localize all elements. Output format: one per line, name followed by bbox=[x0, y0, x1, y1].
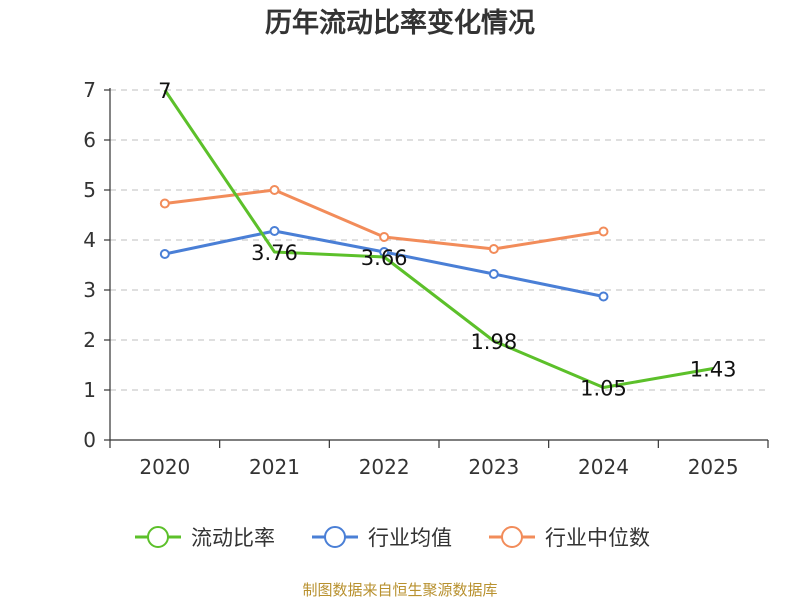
y-tick-label: 5 bbox=[83, 178, 96, 202]
x-tick-label: 2024 bbox=[578, 455, 629, 479]
source-note: 制图数据来自恒生聚源数据库 bbox=[302, 581, 497, 599]
data-label: 3.66 bbox=[361, 246, 408, 270]
y-tick-label: 2 bbox=[83, 328, 96, 352]
y-tick-label: 7 bbox=[83, 78, 96, 102]
grid bbox=[110, 89, 768, 391]
legend-item-0[interactable]: 流动比率 bbox=[135, 526, 275, 550]
series-point-2 bbox=[159, 198, 170, 209]
y-tick-label: 6 bbox=[83, 128, 96, 152]
axes: 0 1 2 3 4 5 6 7 2020 2021 2022 2023 2024 2025 bbox=[83, 78, 769, 479]
data-label: 3.76 bbox=[251, 241, 298, 265]
data-label: 1.98 bbox=[470, 330, 517, 354]
legend[interactable]: 流动比率 行业均值 行业中位数 bbox=[135, 526, 650, 550]
data-label: 1.05 bbox=[580, 377, 627, 401]
legend-label: 行业中位数 bbox=[545, 526, 650, 550]
series-point-2 bbox=[379, 232, 390, 242]
legend-swatch-marker bbox=[147, 526, 169, 548]
legend-item-2[interactable]: 行业中位数 bbox=[489, 526, 650, 550]
x-tick-label: 2023 bbox=[468, 455, 519, 479]
x-tick-label: 2022 bbox=[359, 455, 410, 479]
legend-swatch-marker bbox=[501, 526, 523, 548]
x-tick-label: 2021 bbox=[249, 455, 300, 479]
y-tick-label: 4 bbox=[83, 228, 96, 252]
series-point-2 bbox=[269, 185, 280, 195]
series-point-1 bbox=[598, 291, 609, 302]
legend-label: 流动比率 bbox=[191, 526, 275, 550]
series-line-0 bbox=[163, 89, 714, 389]
chart-title: 历年流动比率变化情况 bbox=[265, 7, 535, 39]
x-tick-label: 2020 bbox=[139, 455, 190, 479]
legend-swatch-marker bbox=[324, 526, 346, 548]
series-point-1 bbox=[488, 269, 499, 279]
series-group bbox=[159, 89, 714, 389]
data-labels: 7 3.76 3.66 1.98 1.05 1.43 bbox=[158, 79, 736, 401]
series-point-2 bbox=[598, 226, 609, 237]
data-label: 1.43 bbox=[690, 358, 737, 382]
x-tick-label: 2025 bbox=[688, 455, 739, 479]
y-tick-label: 0 bbox=[83, 428, 96, 452]
y-tick-label: 3 bbox=[83, 278, 96, 302]
data-label: 7 bbox=[158, 79, 171, 103]
y-tick-label: 1 bbox=[83, 378, 96, 402]
series-point-1 bbox=[269, 226, 280, 236]
legend-label: 行业均值 bbox=[368, 526, 452, 550]
legend-item-1[interactable]: 行业均值 bbox=[312, 526, 452, 550]
series-point-2 bbox=[488, 244, 499, 254]
series-point-1 bbox=[159, 249, 170, 259]
